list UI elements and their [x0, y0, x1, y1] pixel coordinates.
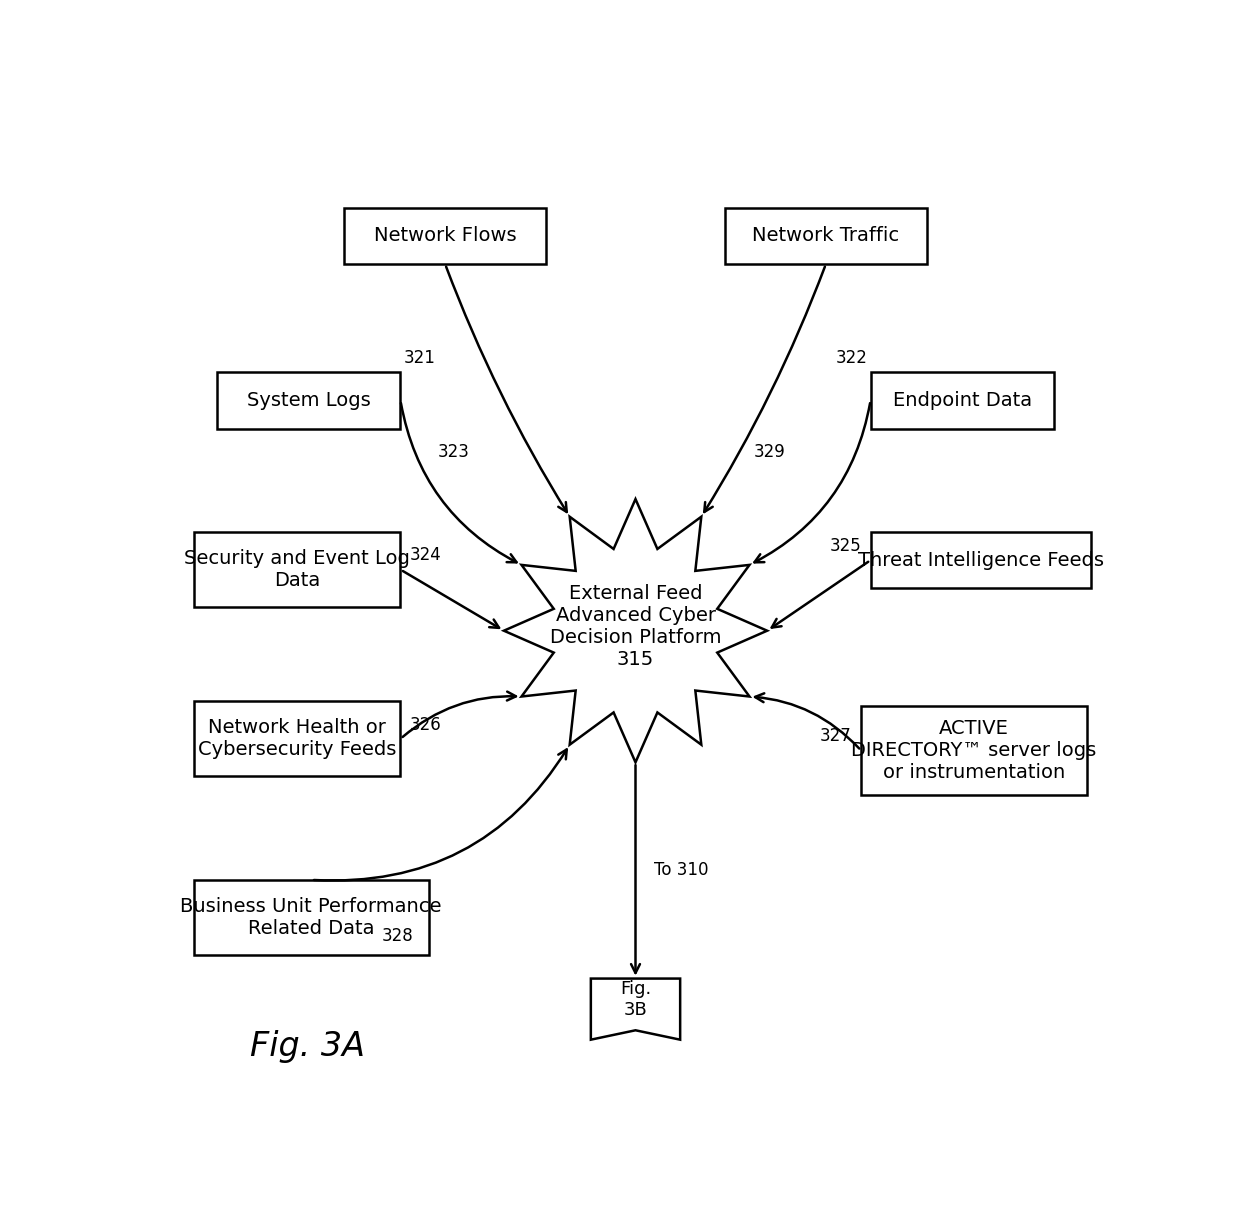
Text: To 310: To 310: [655, 862, 709, 879]
Text: 322: 322: [836, 349, 867, 368]
Text: 323: 323: [438, 443, 470, 462]
Text: External Feed
Advanced Cyber
Decision Platform
315: External Feed Advanced Cyber Decision Pl…: [549, 584, 722, 669]
Text: 321: 321: [404, 349, 435, 368]
Text: Network Flows: Network Flows: [373, 226, 516, 245]
Text: 329: 329: [754, 443, 786, 462]
Text: System Logs: System Logs: [247, 391, 371, 410]
Text: 327: 327: [820, 728, 852, 746]
Text: Fig. 3A: Fig. 3A: [250, 1031, 365, 1063]
Text: Network Health or
Cybersecurity Feeds: Network Health or Cybersecurity Feeds: [198, 718, 397, 759]
FancyBboxPatch shape: [861, 706, 1086, 795]
Text: Business Unit Performance
Related Data: Business Unit Performance Related Data: [180, 897, 441, 938]
Text: ACTIVE
DIRECTORY™ server logs
or instrumentation: ACTIVE DIRECTORY™ server logs or instrum…: [852, 719, 1096, 783]
Polygon shape: [590, 978, 681, 1040]
FancyBboxPatch shape: [343, 208, 546, 264]
FancyBboxPatch shape: [725, 208, 928, 264]
FancyBboxPatch shape: [193, 880, 429, 955]
FancyBboxPatch shape: [217, 372, 401, 429]
Text: Endpoint Data: Endpoint Data: [893, 391, 1032, 410]
Text: 325: 325: [830, 537, 861, 556]
FancyBboxPatch shape: [870, 372, 1054, 429]
Text: 324: 324: [410, 547, 441, 564]
Text: Threat Intelligence Feeds: Threat Intelligence Feeds: [858, 551, 1104, 570]
Text: Security and Event Log
Data: Security and Event Log Data: [184, 549, 410, 590]
Text: Network Traffic: Network Traffic: [753, 226, 899, 245]
FancyBboxPatch shape: [193, 532, 401, 607]
FancyBboxPatch shape: [870, 532, 1091, 589]
FancyBboxPatch shape: [193, 701, 401, 777]
Text: 328: 328: [382, 927, 413, 945]
Text: Fig.
3B: Fig. 3B: [620, 980, 651, 1020]
Polygon shape: [503, 499, 768, 762]
Text: 326: 326: [410, 716, 441, 734]
